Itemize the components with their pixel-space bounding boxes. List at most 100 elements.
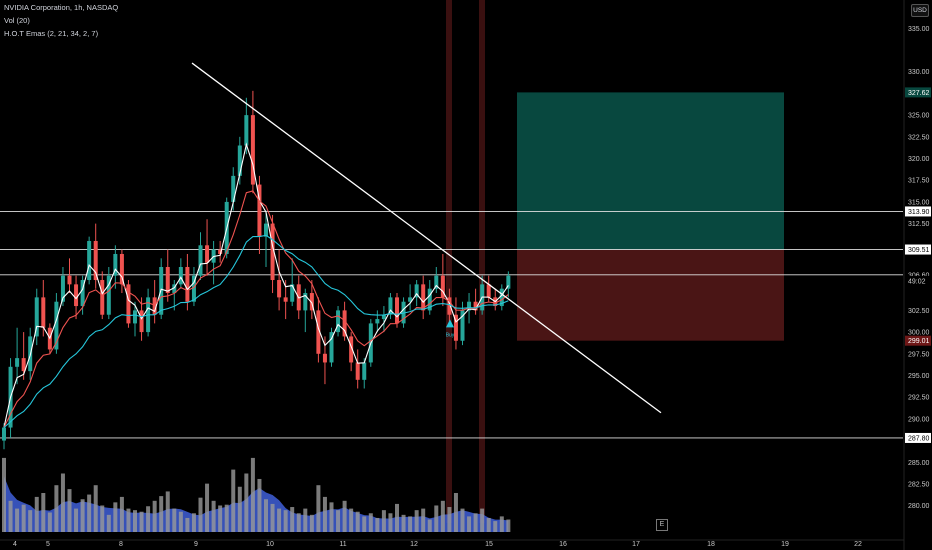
- volume-bar: [218, 505, 223, 532]
- candle-body[interactable]: [100, 280, 105, 315]
- candle-body[interactable]: [316, 310, 321, 354]
- candle-body[interactable]: [250, 115, 255, 185]
- candle-body[interactable]: [486, 284, 491, 298]
- candle-body[interactable]: [87, 240, 92, 281]
- candle-body[interactable]: [283, 297, 288, 302]
- candle-body[interactable]: [434, 275, 439, 289]
- candle-body[interactable]: [290, 284, 295, 302]
- events-button[interactable]: E: [656, 519, 668, 531]
- candle-body[interactable]: [41, 297, 46, 328]
- candle-body[interactable]: [277, 280, 282, 298]
- candle-body[interactable]: [460, 310, 465, 341]
- candle-body[interactable]: [133, 310, 137, 324]
- candle-body[interactable]: [381, 314, 386, 320]
- candle-body[interactable]: [336, 310, 341, 333]
- candle-body[interactable]: [74, 284, 79, 307]
- volume-bar: [414, 510, 419, 532]
- candle-body[interactable]: [362, 362, 367, 380]
- candle-body[interactable]: [427, 288, 432, 311]
- candle-body[interactable]: [67, 275, 72, 285]
- candle-body[interactable]: [218, 249, 223, 254]
- candle-body[interactable]: [467, 301, 472, 311]
- candle-body[interactable]: [473, 301, 478, 311]
- volume-bar: [309, 514, 314, 532]
- candle-body[interactable]: [375, 319, 380, 324]
- y-tick-label: 282.50: [908, 481, 930, 488]
- target-zone[interactable]: [517, 92, 784, 250]
- volume-bar: [453, 493, 458, 532]
- candle-body[interactable]: [322, 353, 327, 363]
- candle-body[interactable]: [15, 358, 20, 367]
- volume-bar: [119, 496, 124, 532]
- candle-body[interactable]: [93, 240, 98, 281]
- candle-body[interactable]: [119, 253, 124, 285]
- price-label: 299.01: [908, 338, 930, 345]
- price-label-box: [905, 87, 931, 98]
- candle-body[interactable]: [152, 297, 157, 315]
- candle-body[interactable]: [34, 297, 39, 337]
- volume-bar: [395, 503, 399, 532]
- candle-body[interactable]: [60, 275, 65, 302]
- candle-body[interactable]: [80, 280, 85, 307]
- candle-body[interactable]: [257, 184, 262, 237]
- volume-bar: [250, 457, 255, 532]
- candle-body[interactable]: [231, 175, 236, 202]
- candle-body[interactable]: [264, 223, 268, 237]
- candle-body[interactable]: [126, 284, 131, 324]
- currency-button[interactable]: USD: [911, 4, 929, 17]
- session-marker: [446, 0, 452, 523]
- candle-body[interactable]: [205, 245, 210, 263]
- y-tick-label: 317.50: [908, 178, 930, 185]
- volume-bar: [316, 485, 321, 532]
- candle-body[interactable]: [421, 284, 426, 311]
- candle-body[interactable]: [244, 115, 249, 146]
- volume-bar: [152, 500, 157, 532]
- candle-body[interactable]: [172, 284, 177, 294]
- candle-body[interactable]: [349, 336, 354, 363]
- candle-body[interactable]: [113, 253, 118, 276]
- volume-bar: [296, 513, 301, 532]
- volume-bar: [336, 510, 341, 532]
- volume-bar: [362, 516, 367, 532]
- volume-bar: [447, 507, 452, 532]
- candle-body[interactable]: [54, 301, 59, 350]
- volume-bar: [47, 512, 52, 532]
- candle-body[interactable]: [191, 275, 196, 302]
- trend-line[interactable]: [191, 62, 662, 414]
- candle-body[interactable]: [342, 310, 347, 337]
- volume-bar: [178, 511, 183, 532]
- candle-body[interactable]: [447, 297, 452, 315]
- candle-body[interactable]: [106, 275, 111, 315]
- candle-body[interactable]: [198, 245, 203, 276]
- volume-bar: [224, 504, 229, 532]
- candle-body[interactable]: [453, 314, 458, 341]
- candle-body[interactable]: [303, 293, 308, 311]
- candle-body[interactable]: [414, 284, 419, 298]
- ema-legend[interactable]: H.O.T Emas (2, 21, 34, 2, 7): [4, 29, 99, 38]
- candle-body[interactable]: [270, 223, 275, 281]
- candle-body[interactable]: [178, 267, 183, 285]
- candle-body[interactable]: [440, 275, 445, 298]
- candle-body[interactable]: [329, 332, 334, 363]
- candle-body[interactable]: [165, 267, 170, 294]
- volume-legend[interactable]: Vol (20): [4, 16, 30, 25]
- x-tick-label: 8: [119, 541, 123, 548]
- candle-body[interactable]: [355, 362, 360, 380]
- candle-body[interactable]: [499, 288, 504, 307]
- candle-body[interactable]: [395, 297, 399, 324]
- volume-bar: [139, 511, 144, 532]
- volume-bar: [74, 508, 79, 532]
- candle-body[interactable]: [237, 145, 242, 176]
- candle-body[interactable]: [139, 310, 144, 333]
- candle-body[interactable]: [408, 297, 413, 302]
- candle-body[interactable]: [185, 267, 190, 302]
- stop-zone[interactable]: [517, 249, 784, 341]
- x-tick-label: 4: [13, 541, 17, 548]
- candle-body[interactable]: [2, 427, 6, 441]
- candle-body[interactable]: [388, 297, 393, 315]
- candle-body[interactable]: [21, 358, 26, 372]
- symbol-legend[interactable]: NVIDIA Corporation, 1h, NASDAQ: [4, 3, 119, 12]
- candle-body[interactable]: [506, 275, 511, 289]
- candle-body[interactable]: [309, 293, 314, 311]
